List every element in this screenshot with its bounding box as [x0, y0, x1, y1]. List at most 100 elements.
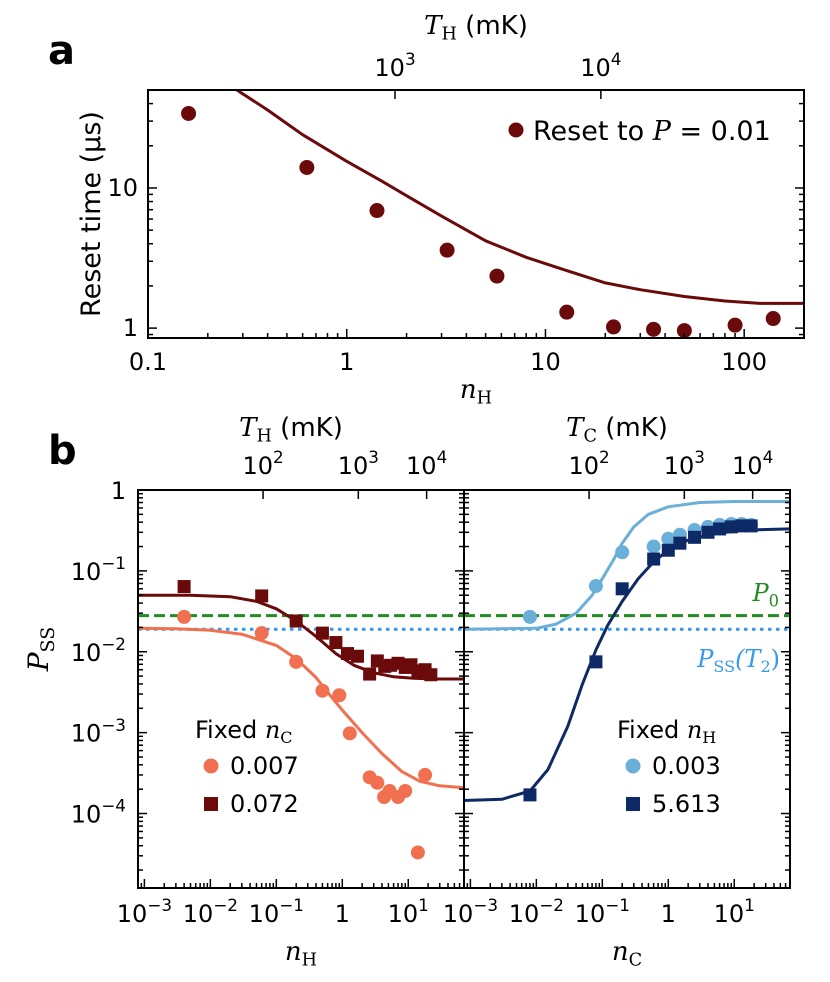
top-tick-label: 104 [732, 447, 773, 480]
fit-curve-0.007 [138, 626, 464, 790]
data-point-0.072 [424, 668, 438, 682]
top-axis-label: TH (mK) [239, 413, 343, 447]
axes-frame [463, 489, 791, 889]
x-axis-label: nH [460, 375, 492, 409]
y-tick-label: 1 [111, 477, 126, 505]
x-tick-label: 10−3 [443, 895, 498, 928]
plot-area [138, 580, 464, 860]
x-tick-label: 1 [661, 900, 676, 928]
y-tick-label: 10 [107, 174, 138, 202]
y-tick-label: 10−1 [71, 553, 126, 586]
top-tick-label: 102 [242, 447, 283, 480]
data-point-0.072 [177, 580, 191, 594]
data-point-5.613 [744, 519, 758, 533]
x-axis-label: nH [285, 937, 317, 971]
data-point-0.072 [341, 647, 355, 661]
data-point-0.003 [661, 531, 676, 546]
data-point-0.007 [398, 783, 413, 798]
data-point [489, 268, 505, 284]
legend-marker-0.003 [625, 758, 641, 774]
x-tick-label: 0.1 [129, 348, 167, 376]
data-point-0.007 [418, 767, 433, 782]
top-tick-label: 104 [580, 49, 621, 82]
legend-marker-0.072 [204, 797, 218, 811]
x-tick-label: 100 [721, 348, 767, 376]
axes-frame [147, 89, 805, 339]
data-point-0.007 [289, 654, 304, 669]
top-tick-label: 103 [338, 447, 379, 480]
panel-b-left-chart: 10−3 10−2 10−1 1 101 1 10−1 10−2 10−3 10−4 PSS 102 1… [22, 413, 465, 971]
y-tick-label: 1 [123, 314, 138, 342]
panel-b-right-chart: 10−3 10−2 10−1 1 101 102 103 104 nC TC (mK) Fixed … [443, 413, 791, 971]
axes-frame [137, 489, 465, 889]
data-point [605, 319, 621, 335]
data-point [439, 242, 455, 258]
fit-curve [236, 90, 804, 305]
data-point-0.072 [255, 589, 269, 603]
x-axis-label: nC [612, 937, 642, 971]
fit-curve-0.072 [138, 593, 464, 681]
legend-label: Reset to P = 0.01 [533, 116, 771, 147]
data-point-0.072 [363, 667, 377, 681]
panel-label-b: b [48, 428, 77, 474]
data-point [727, 317, 743, 333]
data-point-0.003 [588, 579, 603, 594]
data-point-5.613 [615, 582, 629, 596]
data-point-5.613 [589, 655, 603, 669]
data-point-5.613 [647, 552, 661, 566]
data-point-0.072 [350, 649, 364, 663]
fit-curve-5.613 [464, 527, 790, 802]
panel-a-chart: 0.1 1 10 100 1 10 103 104 nH TH (mK) Reset time (μ… [76, 11, 805, 409]
legend-label-0.007: 0.007 [230, 752, 299, 780]
data-point-5.613 [523, 788, 537, 802]
data-point-0.003 [522, 609, 537, 624]
data-point-5.613 [688, 530, 702, 544]
x-tick-label: 1 [335, 900, 350, 928]
data-point [765, 311, 781, 327]
annotation-p0: P0 [751, 579, 779, 610]
legend-marker-5.613 [626, 797, 640, 811]
legend-title: Fixed nC [195, 716, 293, 747]
x-tick-label: 10−2 [183, 895, 238, 928]
x-tick-label: 10−2 [509, 895, 564, 928]
data-point [646, 321, 662, 337]
data-point-0.003 [646, 539, 661, 554]
data-point-5.613 [661, 543, 675, 557]
x-tick-label: 1 [339, 348, 354, 376]
legend-label-0.003: 0.003 [652, 752, 721, 780]
data-point-0.072 [315, 626, 329, 640]
plot-area [181, 90, 804, 338]
data-point-0.007 [342, 726, 357, 741]
data-point-5.613 [673, 536, 687, 550]
top-tick-label: 104 [406, 447, 447, 480]
legend-label-5.613: 5.613 [652, 790, 721, 818]
x-tick-label: 10−1 [249, 895, 304, 928]
data-point-5.613 [724, 520, 738, 534]
top-tick-label: 102 [568, 447, 609, 480]
y-tick-label: 10−3 [71, 715, 126, 748]
y-axis-label: Reset time (μs) [76, 111, 107, 317]
plot-area [464, 500, 790, 802]
y-tick-label: 10−2 [71, 634, 126, 667]
data-point [181, 105, 197, 121]
x-tick-label: 10−1 [575, 895, 630, 928]
panel-label-a: a [48, 28, 75, 74]
data-point-0.007 [370, 775, 385, 790]
data-point [369, 203, 385, 219]
y-axis-label: PSS [22, 627, 59, 673]
data-point [299, 159, 315, 175]
x-tick-label: 101 [714, 895, 755, 928]
data-point [559, 304, 575, 320]
annotation-pss-t2: PSS(T2) [696, 645, 780, 676]
top-tick-label: 103 [374, 49, 415, 82]
data-point-0.007 [177, 609, 192, 624]
top-axis-label: TH (mK) [424, 11, 528, 45]
legend-marker [508, 122, 524, 138]
data-point-0.072 [289, 614, 303, 628]
data-point-5.613 [713, 522, 727, 536]
data-point [676, 323, 692, 338]
top-tick-label: 103 [664, 447, 705, 480]
x-tick-label: 10−3 [117, 895, 172, 928]
x-tick-label: 101 [388, 895, 429, 928]
